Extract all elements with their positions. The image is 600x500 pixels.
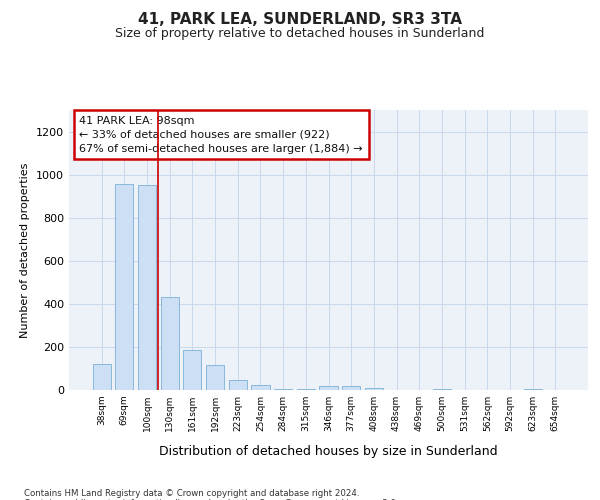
Bar [161, 298, 179, 390]
Y-axis label: Number of detached properties: Number of detached properties [20, 162, 31, 338]
Text: Contains HM Land Registry data © Crown copyright and database right 2024.: Contains HM Land Registry data © Crown c… [24, 488, 359, 498]
Text: 41 PARK LEA: 98sqm
← 33% of detached houses are smaller (922)
67% of semi-detach: 41 PARK LEA: 98sqm ← 33% of detached hou… [79, 116, 363, 154]
Text: 41, PARK LEA, SUNDERLAND, SR3 3TA: 41, PARK LEA, SUNDERLAND, SR3 3TA [138, 12, 462, 28]
Bar [342, 386, 360, 390]
Bar [92, 364, 111, 390]
Bar [524, 389, 542, 390]
Bar [274, 389, 292, 390]
Bar [229, 380, 247, 390]
Bar [206, 365, 224, 390]
Text: Size of property relative to detached houses in Sunderland: Size of property relative to detached ho… [115, 28, 485, 40]
Bar [433, 389, 451, 390]
Text: Contains public sector information licensed under the Open Government Licence v3: Contains public sector information licen… [24, 498, 398, 500]
Bar [115, 184, 133, 390]
Bar [297, 389, 315, 390]
Bar [138, 186, 156, 390]
Bar [184, 350, 202, 390]
Bar [319, 386, 338, 390]
Bar [251, 386, 269, 390]
Bar [365, 388, 383, 390]
X-axis label: Distribution of detached houses by size in Sunderland: Distribution of detached houses by size … [159, 445, 498, 458]
